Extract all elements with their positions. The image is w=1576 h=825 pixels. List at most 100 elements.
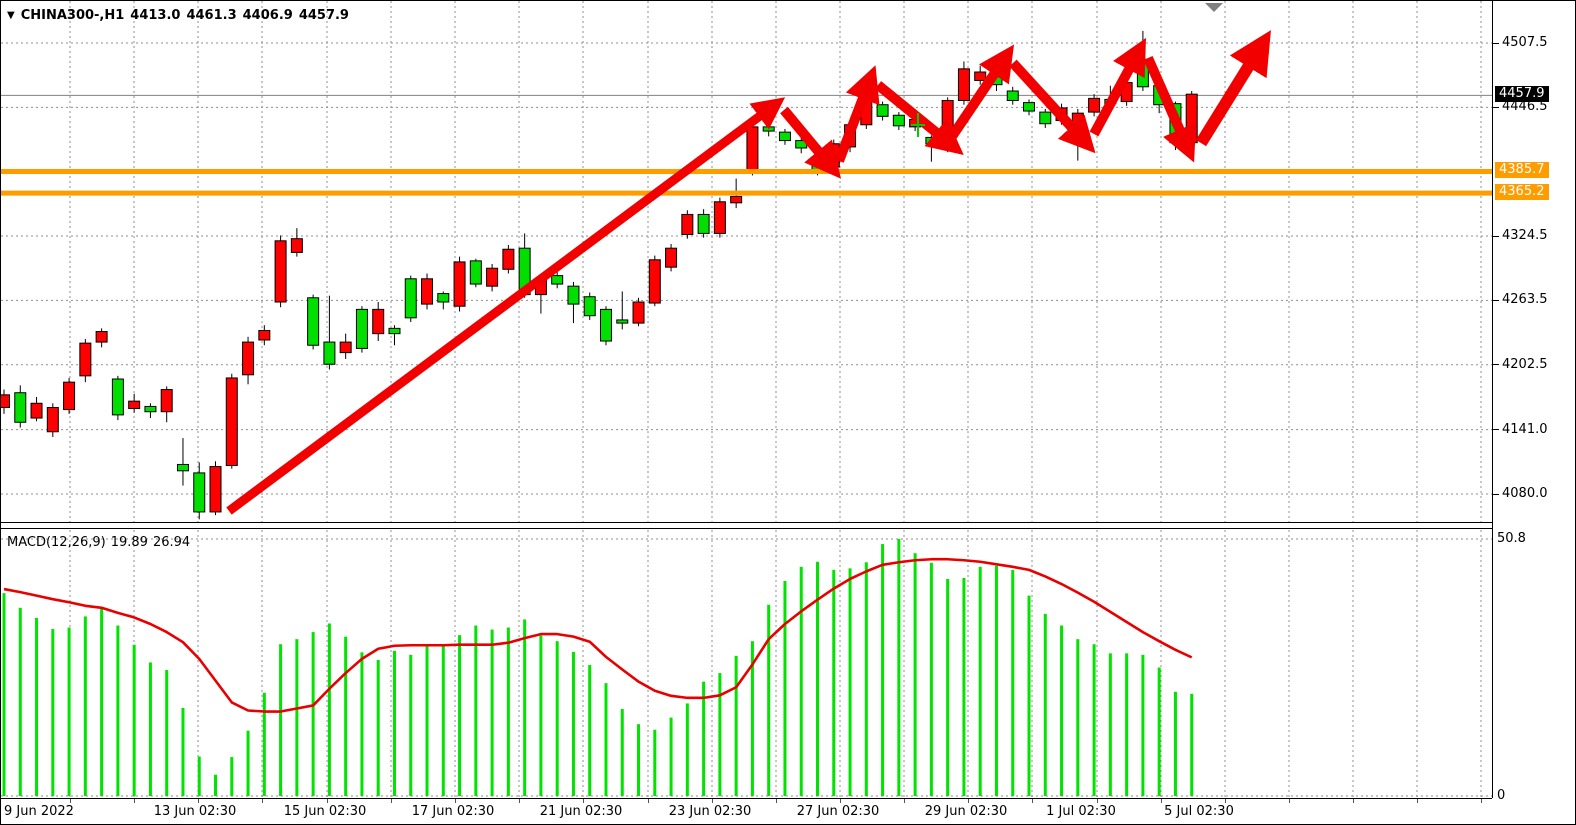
macd-histogram-bar[interactable] [864, 562, 868, 796]
candle-body[interactable] [632, 301, 645, 324]
candle-body[interactable] [1185, 93, 1198, 144]
macd-histogram-bar[interactable] [279, 644, 283, 796]
macd-histogram-bar[interactable] [783, 580, 787, 796]
candle-body[interactable] [160, 389, 173, 413]
trend-arrow[interactable] [780, 106, 842, 179]
macd-histogram-bar[interactable] [994, 565, 998, 796]
macd-histogram-bar[interactable] [685, 703, 689, 796]
macd-histogram-bar[interactable] [376, 659, 380, 796]
symbol-dropdown-icon[interactable]: ▼ [7, 10, 15, 21]
macd-histogram-bar[interactable] [555, 641, 559, 796]
macd-histogram-bar[interactable] [35, 617, 39, 796]
trend-arrow[interactable] [1009, 59, 1096, 154]
candle-body[interactable] [404, 278, 417, 319]
candle-body[interactable] [551, 275, 564, 285]
candle-body[interactable] [697, 213, 710, 234]
candle-body[interactable] [713, 201, 726, 234]
candle-body[interactable] [46, 406, 59, 433]
macd-histogram-bar[interactable] [441, 646, 445, 796]
macd-histogram-bar[interactable] [1092, 644, 1096, 796]
candle-body[interactable] [486, 267, 499, 287]
macd-histogram-bar[interactable] [409, 654, 413, 796]
trend-arrow[interactable] [226, 97, 786, 515]
macd-histogram-bar[interactable] [571, 651, 575, 796]
macd-histogram-bar[interactable] [1190, 693, 1194, 796]
macd-histogram-bar[interactable] [1157, 667, 1161, 797]
trend-arrow[interactable] [1195, 30, 1271, 147]
price-axis[interactable]: 4507.5 4446.5 4324.5 4263.5 4202.5 4141.0 4080… [1492, 1, 1575, 803]
macd-histogram-bar[interactable] [962, 577, 966, 796]
candle-body[interactable] [111, 378, 124, 416]
candle-body[interactable] [274, 240, 287, 303]
macd-histogram-bar[interactable] [344, 636, 348, 796]
macd-histogram-bar[interactable] [946, 578, 950, 796]
trend-arrow[interactable] [874, 81, 964, 155]
macd-histogram-bar[interactable] [799, 566, 803, 796]
candle-body[interactable] [144, 405, 157, 413]
macd-pane[interactable] [1, 530, 1492, 798]
macd-histogram-bar[interactable] [1076, 639, 1080, 796]
macd-histogram-bar[interactable] [929, 562, 933, 796]
candle-body[interactable] [355, 308, 368, 349]
candle-body[interactable] [892, 114, 905, 127]
macd-histogram-bar[interactable] [1173, 691, 1177, 796]
candle-body[interactable] [469, 260, 482, 285]
macd-histogram-bar[interactable] [181, 707, 185, 796]
macd-histogram-bar[interactable] [848, 568, 852, 796]
candle-body[interactable] [79, 342, 92, 377]
candle-body[interactable] [128, 400, 141, 410]
macd-histogram-bar[interactable] [165, 670, 169, 796]
macd-histogram-bar[interactable] [1125, 653, 1129, 796]
candle-body[interactable] [1088, 97, 1101, 113]
macd-histogram-bar[interactable] [392, 650, 396, 796]
macd-histogram-bar[interactable] [262, 692, 266, 796]
macd-histogram-bar[interactable] [832, 569, 836, 796]
candle-body[interactable] [583, 296, 596, 317]
candle-body[interactable] [1023, 102, 1036, 112]
candle-body[interactable] [681, 213, 694, 235]
scroll-position-triangle-icon[interactable] [1205, 3, 1223, 12]
time-axis[interactable]: 9 Jun 2022 13 Jun 02:30 15 Jun 02:30 17 Jun… [1, 799, 1575, 824]
candle-body[interactable] [372, 308, 385, 335]
candlestick-pane[interactable] [1, 1, 1492, 522]
candle-body[interactable] [63, 381, 76, 411]
macd-histogram-bar[interactable] [51, 629, 55, 796]
candle-body[interactable] [258, 329, 271, 341]
macd-histogram-bar[interactable] [116, 625, 120, 796]
candlestick-chart[interactable] [1, 1, 1492, 522]
candle-body[interactable] [421, 278, 434, 305]
candle-body[interactable] [30, 402, 43, 419]
candle-body[interactable] [290, 238, 303, 253]
candle-body[interactable] [502, 248, 515, 270]
macd-histogram-bar[interactable] [750, 641, 754, 796]
macd-histogram-bar[interactable] [2, 593, 6, 796]
candle-body[interactable] [176, 463, 189, 472]
macd-signal-line[interactable] [3, 557, 1193, 713]
macd-histogram-bar[interactable] [637, 724, 641, 796]
candle-body[interactable] [323, 341, 336, 365]
macd-chart[interactable] [1, 530, 1492, 798]
candle-body[interactable] [388, 327, 401, 335]
macd-histogram-bar[interactable] [425, 646, 429, 796]
macd-histogram-bar[interactable] [18, 607, 22, 796]
candle-body[interactable] [1039, 111, 1052, 125]
candle-body[interactable] [957, 68, 970, 101]
macd-histogram-bar[interactable] [360, 652, 364, 796]
candle-body[interactable] [95, 331, 108, 343]
candle-body[interactable] [225, 377, 238, 467]
macd-histogram-bar[interactable] [734, 655, 738, 796]
candle-body[interactable] [453, 261, 466, 307]
trend-arrow[interactable] [834, 65, 880, 163]
macd-histogram-bar[interactable] [1141, 654, 1145, 796]
macd-histogram-bar[interactable] [1060, 625, 1064, 796]
macd-histogram-bar[interactable] [67, 627, 71, 796]
candle-body[interactable] [876, 104, 889, 117]
candle-body[interactable] [307, 297, 320, 346]
macd-histogram-bar[interactable] [523, 619, 527, 796]
macd-histogram-bar[interactable] [197, 756, 201, 796]
macd-histogram-bar[interactable] [458, 635, 462, 796]
macd-histogram-bar[interactable] [978, 566, 982, 796]
candle-body[interactable] [437, 293, 450, 303]
macd-histogram-bar[interactable] [604, 683, 608, 796]
candle-body[interactable] [974, 71, 987, 81]
